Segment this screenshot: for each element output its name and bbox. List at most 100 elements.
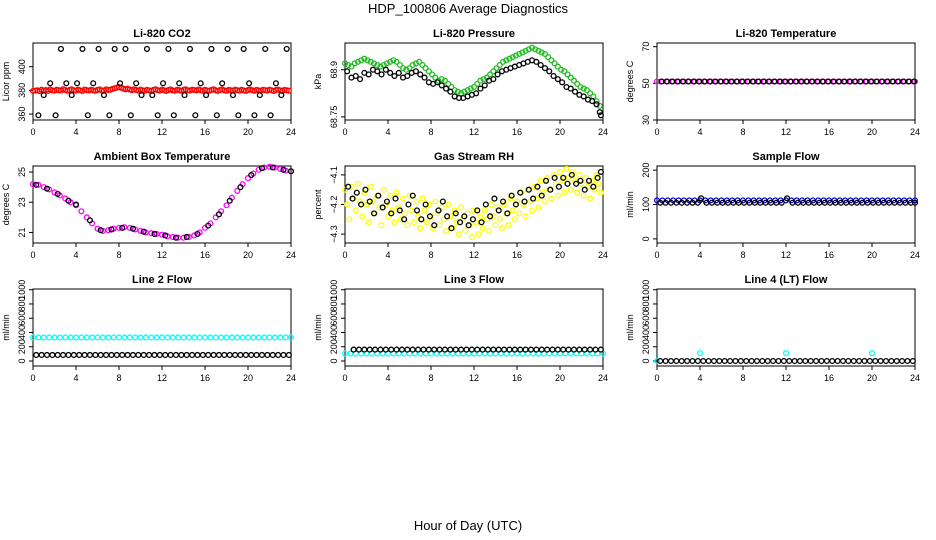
data-point [574, 189, 581, 196]
data-point [148, 334, 155, 341]
data-point [528, 44, 536, 51]
panel-title: Line 4 (LT) Flow [745, 274, 828, 286]
data-point [40, 92, 47, 99]
y-tick-label: 200 [641, 163, 651, 178]
panel-2: Li-820 Pressure kPa 0 4 8 12 16 20 24 68.75 68.9 [313, 28, 608, 137]
data-point [441, 346, 449, 353]
y-tick-label: 200 [329, 339, 339, 354]
data-point [492, 222, 499, 229]
data-point [90, 80, 97, 87]
data-point [378, 71, 385, 78]
data-point [389, 207, 396, 214]
data-point [169, 334, 176, 341]
data-point [493, 65, 500, 72]
data-point [226, 351, 233, 359]
data-point [417, 225, 424, 232]
data-point [551, 60, 558, 67]
data-point [126, 224, 133, 231]
data-point [237, 184, 244, 191]
x-tick-label: 0 [342, 250, 347, 260]
data-point [778, 199, 785, 206]
data-point [570, 346, 578, 353]
data-point [110, 334, 117, 341]
data-point [743, 357, 750, 365]
data-point [218, 334, 225, 341]
data-point [485, 228, 493, 235]
data-point [365, 219, 372, 226]
y-tick-label: 200 [641, 339, 651, 354]
data-point [554, 192, 561, 199]
data-point [590, 183, 597, 190]
data-point [442, 85, 450, 92]
data-point [530, 195, 537, 202]
data-point [94, 334, 101, 341]
series-1 [29, 334, 295, 341]
y-tick-label: 400 [17, 325, 27, 340]
data-point [421, 207, 428, 214]
data-point [97, 351, 104, 359]
data-point [275, 351, 282, 359]
data-point [229, 92, 237, 99]
y-tick-label: 600 [641, 311, 651, 326]
data-point [796, 357, 804, 365]
data-point [559, 79, 566, 86]
data-point [370, 60, 378, 67]
data-point [554, 63, 561, 70]
data-point [877, 357, 884, 365]
data-point [390, 57, 397, 64]
data-point [366, 346, 373, 353]
y-tick-label: 1000 [329, 280, 339, 300]
data-point [180, 234, 187, 241]
data-point [882, 357, 890, 365]
data-point [382, 66, 389, 73]
data-point [56, 334, 63, 341]
data-point [132, 334, 139, 341]
data-point [577, 177, 584, 184]
data-point [415, 346, 422, 353]
panel-title: Li-820 CO2 [133, 28, 190, 40]
data-point [40, 184, 47, 191]
data-point [346, 216, 353, 223]
x-tick-label: 20 [243, 250, 253, 260]
data-point [266, 163, 273, 170]
x-tick-label: 20 [243, 373, 253, 383]
x-tick-label: 4 [73, 373, 78, 383]
data-point [374, 68, 381, 75]
data-point [554, 76, 561, 83]
data-point [89, 334, 96, 341]
data-point [519, 49, 526, 56]
y-tick-label: 400 [641, 325, 651, 340]
data-point [458, 90, 465, 97]
data-point [277, 334, 284, 341]
data-point [269, 351, 276, 359]
data-point [474, 80, 481, 87]
data-point [574, 80, 581, 87]
data-point [154, 112, 161, 119]
data-point [240, 45, 247, 52]
series-2 [657, 357, 916, 365]
data-point [344, 201, 351, 208]
data-point [516, 210, 523, 217]
data-point [261, 334, 268, 341]
data-point [221, 351, 228, 359]
data-point [439, 198, 446, 205]
data-point [140, 228, 147, 235]
data-point [444, 213, 451, 220]
data-point [121, 334, 128, 341]
data-point [823, 357, 830, 365]
x-tick-label: 16 [200, 373, 210, 383]
data-point [186, 45, 194, 52]
data-point [115, 224, 123, 231]
data-point [376, 204, 383, 211]
x-tick-label: 8 [740, 373, 745, 383]
panel-title: Gas Stream RH [434, 151, 514, 163]
y-tick-label: 360 [17, 107, 27, 122]
data-point [382, 201, 389, 208]
data-point [818, 357, 825, 365]
panel-title: Ambient Box Temperature [94, 151, 231, 163]
x-tick-label: 4 [73, 127, 78, 137]
y-tick-label: −4.1 [329, 166, 339, 184]
panel-6: Sample Flow ml/min 0 4 8 12 16 20 24 0 100 200 [625, 151, 920, 260]
data-point [479, 225, 486, 232]
data-point [780, 357, 787, 365]
